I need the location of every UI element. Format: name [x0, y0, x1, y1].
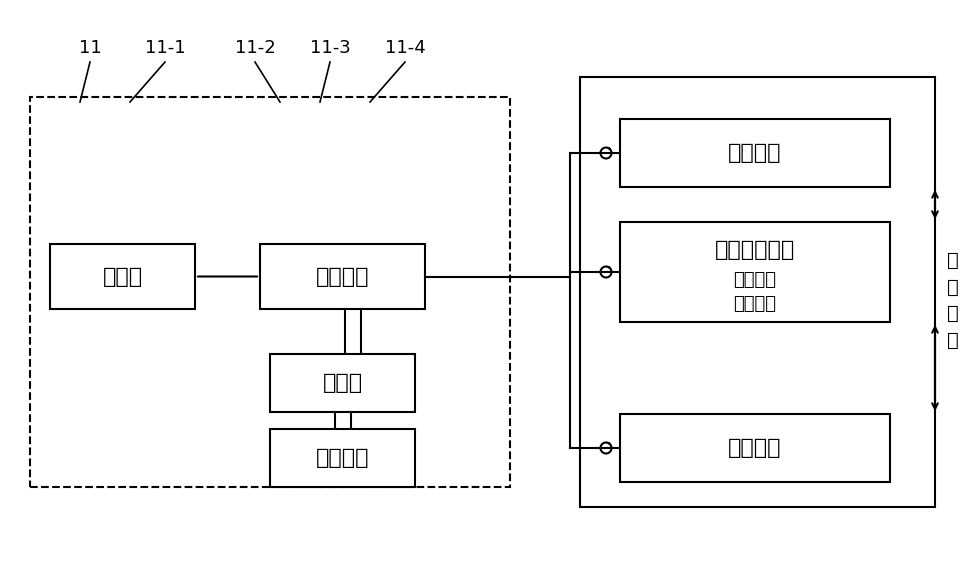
Text: 11-4: 11-4	[384, 39, 425, 57]
Text: 耦合装置: 耦合装置	[316, 266, 369, 286]
Text: 电动机: 电动机	[322, 373, 363, 393]
Text: 11: 11	[79, 39, 101, 57]
FancyBboxPatch shape	[270, 429, 415, 487]
Text: 机械传动: 机械传动	[728, 438, 781, 458]
Text: 发动机: 发动机	[102, 266, 143, 286]
FancyBboxPatch shape	[620, 222, 890, 322]
Text: 寄
生
功
率: 寄 生 功 率	[947, 251, 958, 350]
FancyBboxPatch shape	[270, 354, 415, 412]
Text: 11-2: 11-2	[234, 39, 275, 57]
Text: 输入分流: 输入分流	[734, 271, 776, 289]
Text: 输出分流: 输出分流	[734, 295, 776, 313]
FancyBboxPatch shape	[30, 97, 510, 487]
Text: 动力电池: 动力电池	[316, 448, 369, 468]
FancyBboxPatch shape	[620, 119, 890, 187]
Text: 液压传动: 液压传动	[728, 143, 781, 163]
Text: 液压机械传动: 液压机械传动	[715, 240, 795, 260]
FancyBboxPatch shape	[260, 244, 425, 309]
Text: 11-3: 11-3	[309, 39, 350, 57]
FancyBboxPatch shape	[50, 244, 195, 309]
FancyBboxPatch shape	[620, 414, 890, 482]
Text: 11-1: 11-1	[145, 39, 185, 57]
FancyBboxPatch shape	[580, 77, 935, 507]
